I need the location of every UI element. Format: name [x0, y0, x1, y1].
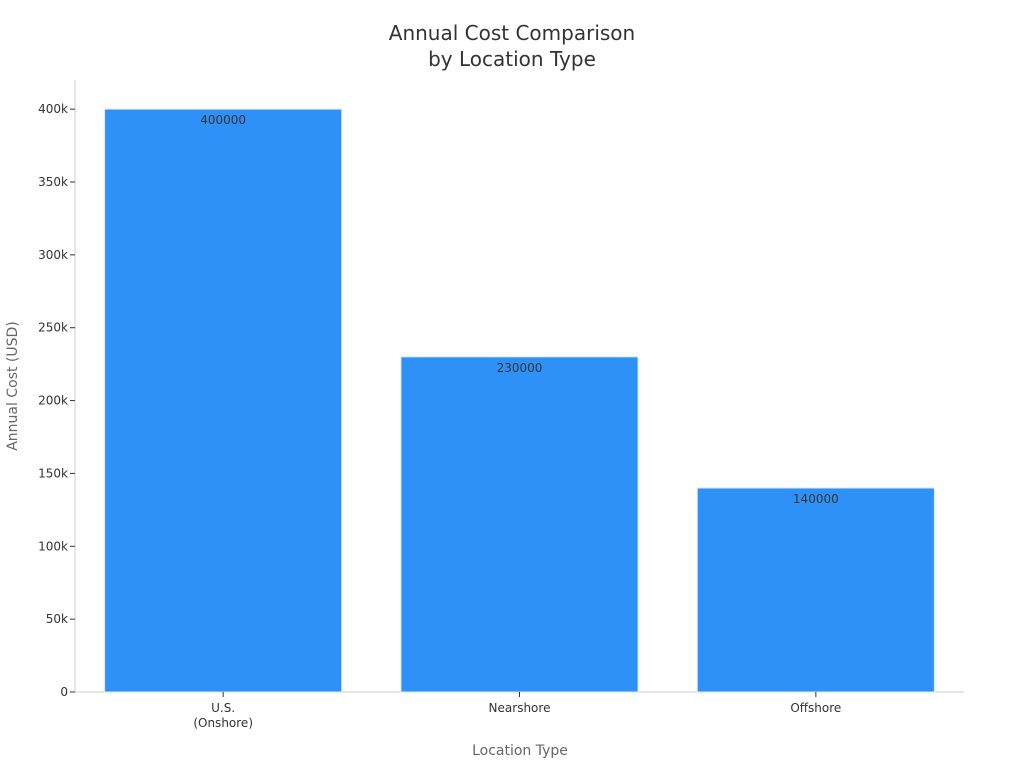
- y-tick-label: 150k: [38, 466, 68, 480]
- y-tick-label: 100k: [38, 539, 68, 553]
- y-tick-label: 50k: [46, 612, 68, 626]
- y-tick-label: 400k: [38, 102, 68, 116]
- x-tick-label: Nearshore: [489, 701, 551, 715]
- y-tick-label: 300k: [38, 248, 68, 262]
- chart-title-line-1: Annual Cost Comparison: [389, 21, 635, 45]
- y-tick-label: 200k: [38, 394, 68, 408]
- bar-value-label: 230000: [497, 361, 543, 375]
- y-axis-title: Annual Cost (USD): [5, 321, 21, 451]
- plot-area: 0 50k 100k 150k 200k 250k 300k 350k 400k 400000 U.…: [38, 80, 964, 730]
- bar: [104, 108, 343, 693]
- bar: [696, 487, 935, 693]
- y-tick-label: 350k: [38, 175, 68, 189]
- x-tick-label: U.S.: [211, 701, 235, 715]
- bar: [400, 356, 639, 693]
- bar-value-label: 140000: [793, 492, 839, 506]
- x-tick-label: (Onshore): [193, 716, 253, 730]
- x-axis-title: Location Type: [472, 743, 568, 759]
- chart-title-line-2: by Location Type: [428, 47, 596, 71]
- y-tick-label: 250k: [38, 321, 68, 335]
- y-tick-label: 0: [60, 685, 68, 699]
- bar-value-label: 400000: [200, 113, 246, 127]
- x-tick-label: Offshore: [790, 701, 841, 715]
